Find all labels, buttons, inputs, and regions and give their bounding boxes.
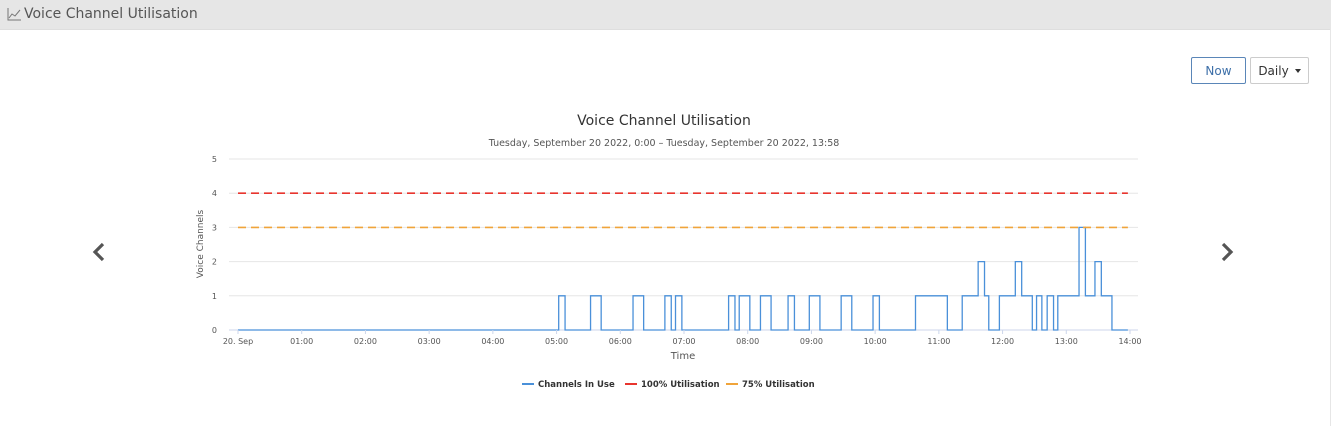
panel-header: Voice Channel Utilisation — [0, 0, 1330, 30]
x-tick-label: 14:00 — [1118, 337, 1141, 346]
x-tick-label: 01:00 — [290, 337, 313, 346]
now-button[interactable]: Now — [1191, 57, 1246, 84]
legend-item-label: 75% Utilisation — [742, 380, 815, 390]
period-dropdown[interactable]: Daily — [1250, 57, 1309, 84]
chart-series — [238, 192, 1128, 331]
panel-border — [1330, 0, 1331, 426]
x-tick-label: 06:00 — [609, 337, 632, 346]
caret-down-icon — [1294, 69, 1301, 73]
legend-item-label: 100% Utilisation — [641, 380, 720, 390]
y-tick-label: 4 — [212, 189, 217, 198]
y-axis-label: Voice Channels — [196, 209, 206, 278]
x-tick-label: 04:00 — [481, 337, 504, 346]
chart-axes: 0 1 2 3 4 5 20. Sep 01:00 02:00 03:00 04:00 05:00 06… — [212, 155, 1142, 346]
chevron-right-icon[interactable] — [1217, 240, 1237, 264]
x-tick-label: 13:00 — [1055, 337, 1078, 346]
now-button-label: Now — [1205, 63, 1232, 78]
line-chart-icon — [7, 8, 21, 21]
x-tick-label: 03:00 — [418, 337, 441, 346]
y-tick-label: 2 — [212, 258, 217, 267]
x-axis-label: Time — [670, 351, 695, 362]
series-line-1 — [238, 226, 1128, 331]
x-tick-label: 09:00 — [800, 337, 823, 346]
x-tick-label: 11:00 — [927, 337, 950, 346]
x-tick-label: 08:00 — [736, 337, 759, 346]
panel-title: Voice Channel Utilisation — [24, 6, 198, 22]
y-tick-label: 1 — [212, 292, 217, 301]
period-dropdown-label: Daily — [1258, 63, 1289, 78]
chevron-left-icon[interactable] — [89, 240, 109, 264]
x-tick-label: 02:00 — [354, 337, 377, 346]
x-tick-label: 20. Sep — [223, 337, 253, 346]
utilisation-chart: 0 1 2 3 4 5 20. Sep 01:00 02:00 03:00 04:00 05:00 06… — [196, 113, 1142, 390]
x-tick-label: 12:00 — [991, 337, 1014, 346]
x-tick-label: 05:00 — [545, 337, 568, 346]
y-tick-label: 3 — [212, 223, 217, 232]
x-tick-label: 10:00 — [864, 337, 887, 346]
chart-subtitle: Tuesday, September 20 2022, 0:00 – Tuesd… — [488, 138, 840, 149]
chart-title: Voice Channel Utilisation — [577, 113, 751, 129]
y-tick-label: 0 — [212, 326, 217, 335]
chart-grid — [229, 158, 1138, 331]
chart-legend: Channels In Use 100% Utilisation 75% Utili… — [522, 380, 815, 390]
y-tick-label: 5 — [212, 155, 217, 164]
x-tick-label: 07:00 — [672, 337, 695, 346]
legend-item-label: Channels In Use — [538, 380, 615, 390]
